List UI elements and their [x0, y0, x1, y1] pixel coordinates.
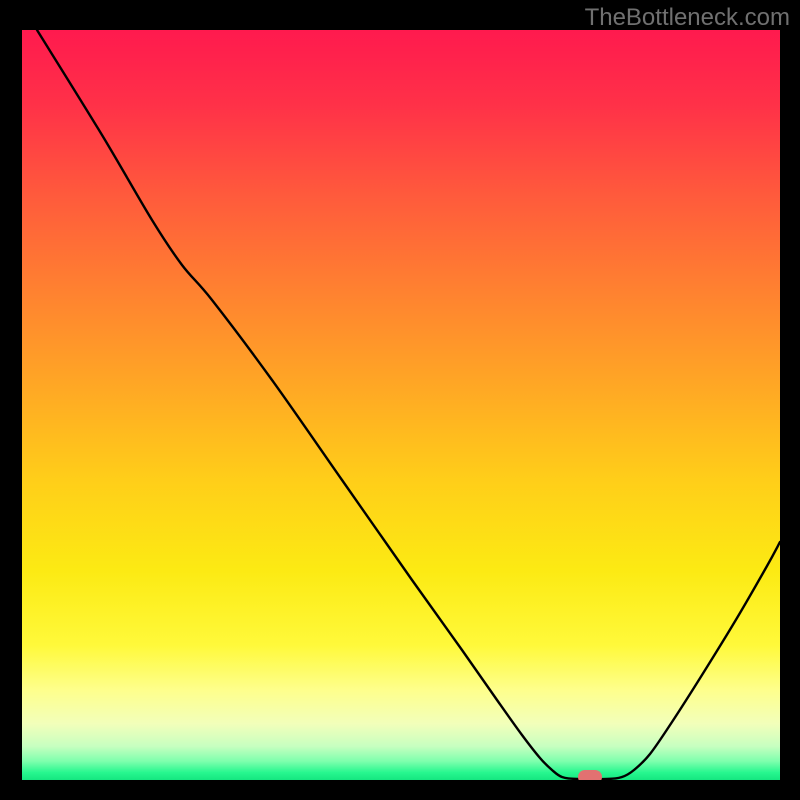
gradient-background — [22, 30, 780, 780]
chart-svg — [22, 30, 780, 780]
bottleneck-chart — [22, 30, 780, 780]
watermark-text: TheBottleneck.com — [585, 4, 790, 32]
optimal-point-marker — [578, 770, 602, 780]
